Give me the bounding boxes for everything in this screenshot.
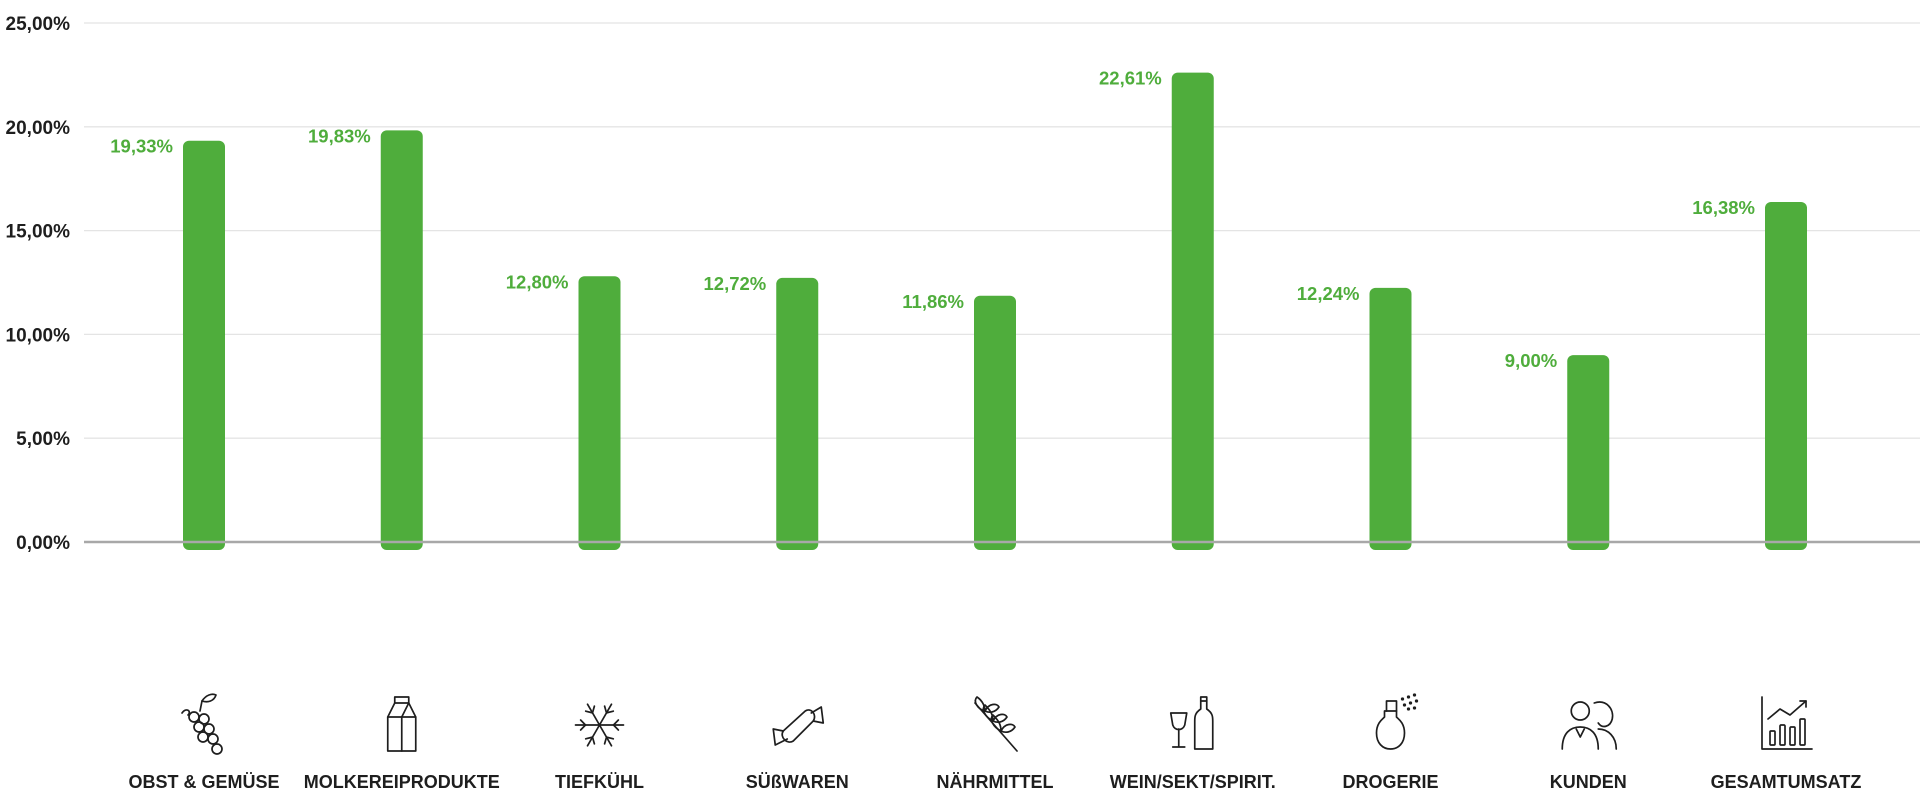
data-label: 19,33% (110, 136, 173, 157)
y-tick-label: 20,00% (6, 118, 71, 139)
bar (1765, 201, 1807, 550)
data-label: 11,86% (902, 291, 964, 312)
data-label: 12,80% (506, 271, 569, 292)
bar (578, 276, 621, 550)
bar (974, 295, 1016, 550)
category-label: MOLKEREIPRODUKTE (304, 772, 500, 792)
customers-icon (1561, 701, 1618, 750)
data-label: 16,38% (1692, 197, 1755, 218)
data-label: 19,83% (308, 125, 371, 146)
grapes-icon (181, 693, 223, 755)
bar (1567, 355, 1610, 550)
category-label: NÄHRMITTEL (937, 772, 1054, 792)
category-label: GESAMTUMSATZ (1711, 772, 1862, 792)
bar (776, 277, 819, 550)
y-tick-label: 15,00% (6, 222, 71, 243)
data-label: 12,24% (1297, 283, 1360, 304)
category-icons (181, 693, 1813, 755)
milk-carton-icon (386, 696, 417, 752)
bar (1369, 287, 1412, 550)
bar (1171, 72, 1214, 551)
y-tick-label: 5,00% (16, 429, 70, 450)
y-tick-label: 0,00% (16, 533, 70, 554)
y-axis-ticks: 0,00% 5,00% 10,00% 15,00% 20,00% 25,00% (6, 14, 71, 554)
y-tick-label: 10,00% (6, 325, 71, 346)
category-label: TIEFKÜHL (555, 772, 644, 792)
value-labels: 19,33% 19,83% 12,80% 12,72% 11,86% 22,61% 12,2… (110, 68, 1755, 372)
wheat-icon (974, 696, 1018, 752)
data-label: 9,00% (1505, 350, 1557, 371)
category-label: SÜßWAREN (746, 772, 849, 792)
category-labels: OBST & GEMÜSE MOLKEREIPRODUKTE TIEFKÜHL SÜß… (128, 772, 1861, 792)
y-tick-label: 25,00% (6, 14, 71, 35)
data-label: 22,61% (1099, 68, 1162, 89)
snowflake-icon (574, 703, 625, 747)
data-label: 12,72% (704, 273, 767, 294)
bar (380, 130, 423, 550)
bars (183, 72, 1807, 551)
category-label: WEIN/SEKT/SPIRIT. (1110, 772, 1276, 792)
perfume-spray-icon (1375, 693, 1419, 750)
category-label: KUNDEN (1550, 772, 1627, 792)
growth-chart-icon (1761, 696, 1813, 750)
category-label: DROGERIE (1342, 772, 1438, 792)
wine-bottle-glass-icon (1169, 696, 1214, 750)
candy-icon (772, 706, 825, 746)
bar (183, 140, 225, 550)
category-label: OBST & GEMÜSE (128, 772, 279, 792)
